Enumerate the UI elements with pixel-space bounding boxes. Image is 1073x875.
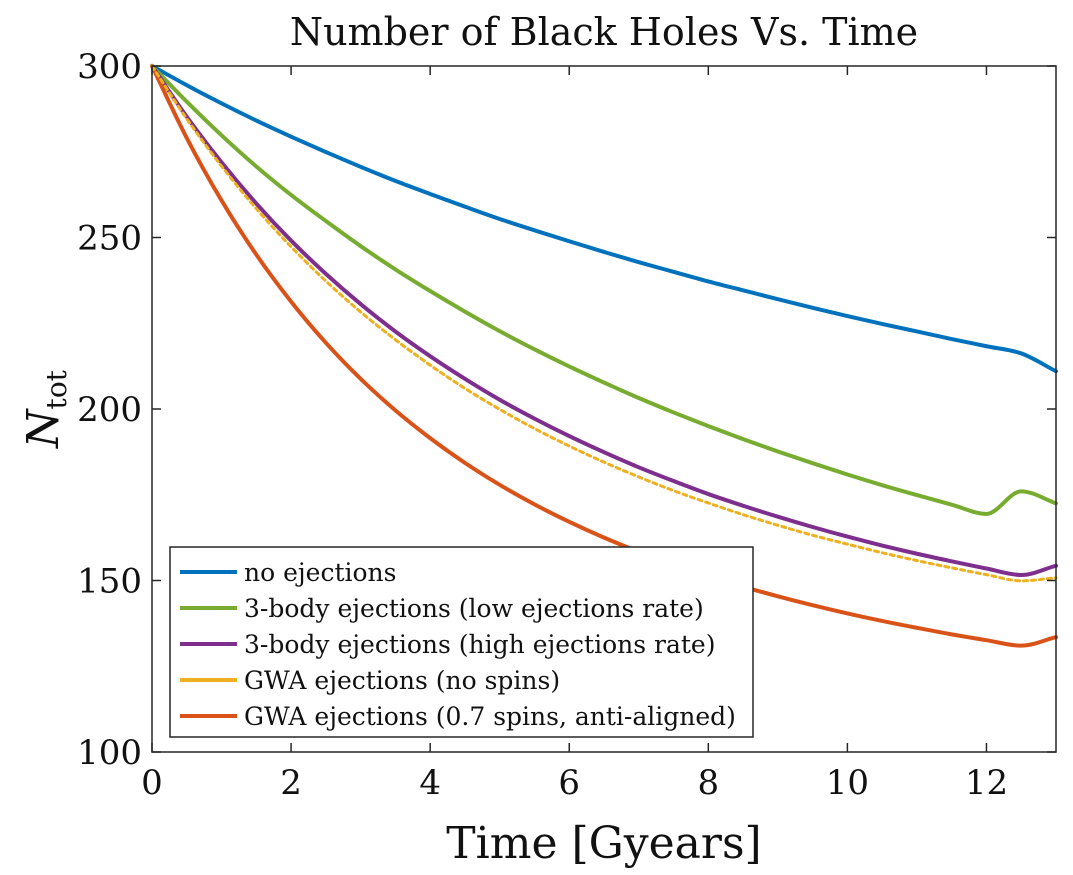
legend-label-1: no ejections (244, 558, 396, 587)
legend-label-5: GWA ejections (0.7 spins, anti-aligned) (244, 702, 736, 731)
y-tick-label: 300 (77, 47, 142, 87)
y-axis-label-main: N (18, 408, 69, 449)
legend-box (169, 546, 754, 738)
svg-text:Ntot: Ntot (18, 369, 73, 449)
y-tick-label: 250 (77, 219, 142, 259)
legend-label-3: 3-body ejections (high ejections rate) (244, 630, 715, 659)
x-tick-label: 2 (280, 763, 302, 803)
x-tick-label: 4 (419, 763, 441, 803)
y-tick-label: 100 (77, 733, 142, 773)
y-tick-label: 200 (77, 390, 142, 430)
series-line-1 (150, 64, 1058, 374)
series-line-4 (150, 64, 1058, 583)
plot-lines (150, 64, 1058, 648)
legend: no ejections 3-body ejections (low ejecti… (169, 546, 754, 738)
x-tick-label: 8 (697, 763, 719, 803)
chart-title: Number of Black Holes Vs. Time (290, 10, 918, 54)
axis-ticks (151, 65, 1056, 753)
y-tick-label: 150 (77, 562, 142, 602)
x-tick-label: 10 (826, 763, 869, 803)
axis-tick-labels: 0 2 4 6 8 10 12 100 150 200 250 300 (77, 47, 1008, 803)
x-axis-label: Time [Gyears] (446, 818, 761, 869)
series-line-2 (150, 64, 1058, 516)
x-tick-label: 12 (965, 763, 1008, 803)
x-tick-label: 0 (141, 763, 163, 803)
legend-label-2: 3-body ejections (low ejections rate) (244, 594, 704, 623)
y-axis-label-sub: tot (40, 369, 73, 409)
legend-label-4: GWA ejections (no spins) (244, 666, 560, 695)
series-line-3 (150, 64, 1058, 578)
x-tick-label: 6 (558, 763, 580, 803)
y-axis-label: Ntot (18, 369, 73, 449)
series-line-5 (150, 64, 1058, 648)
